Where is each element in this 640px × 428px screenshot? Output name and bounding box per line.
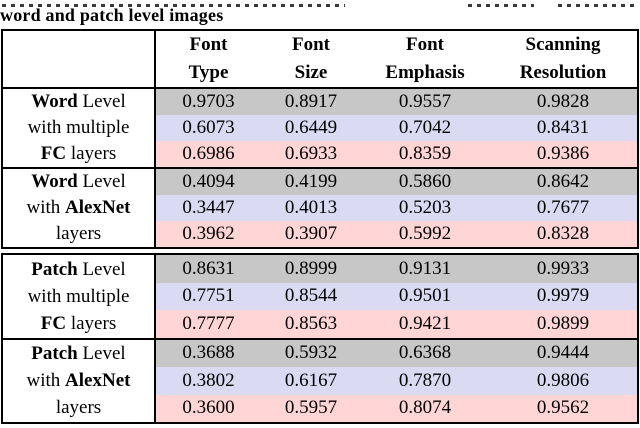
results-table-patch-level: Patch Level with multiple FC layers 0.86… [1, 253, 639, 424]
value-cell: 0.3962 [182, 223, 235, 244]
value-cell: 0.8563 [284, 312, 338, 334]
value-cell: 0.5957 [284, 397, 338, 419]
value-cell: 0.8359 [398, 143, 452, 164]
clipped-text-remnant [558, 4, 636, 7]
value-cell: 0.8917 [284, 91, 338, 112]
value-cell: 0.8544 [284, 285, 338, 307]
value-cell: 0.9979 [536, 285, 590, 307]
value-cell: 0.9421 [398, 312, 452, 334]
value-cell: 0.7777 [182, 312, 235, 334]
value-cell: 0.6167 [284, 369, 338, 391]
value-cell: 0.7870 [398, 369, 452, 391]
value-cell: 0.5203 [398, 197, 452, 218]
value-cell: 0.9933 [536, 257, 590, 279]
value-cell: 0.8999 [284, 257, 338, 279]
row-group-label-word-fc: Word Level with multiple FC layers [2, 88, 156, 168]
clipped-text-remnant [2, 4, 345, 7]
value-cell: 0.4013 [284, 197, 338, 218]
value-cell: 0.6449 [284, 117, 338, 138]
value-cell: 0.8431 [536, 117, 590, 138]
value-cell: 0.7677 [536, 197, 590, 218]
value-cell: 0.3447 [182, 197, 235, 218]
value-cell: 0.9899 [536, 312, 590, 334]
column-header-font-size: Font Size [292, 34, 330, 83]
column-header-font-type: Font Type [188, 34, 229, 83]
value-cell: 0.6933 [284, 143, 338, 164]
value-cell: 0.3600 [182, 397, 235, 419]
table-caption: word and patch level images [0, 5, 224, 25]
value-cell: 0.9131 [398, 257, 452, 279]
value-cell: 0.9703 [182, 91, 235, 112]
value-cell: 0.8074 [398, 397, 452, 419]
value-cell: 0.9806 [536, 369, 590, 391]
value-cell: 0.8642 [536, 171, 590, 192]
value-cell: 0.3688 [182, 342, 235, 364]
row-group-label-patch-alexnet: Patch Level with AlexNet layers [2, 338, 156, 423]
column-header-font-emphasis: Font Emphasis [385, 34, 465, 83]
value-cell: 0.9828 [536, 91, 590, 112]
value-cell: 0.7751 [182, 285, 235, 307]
value-cell: 0.9562 [536, 397, 590, 419]
value-cell: 0.9557 [398, 91, 452, 112]
column-header-scanning-resolution: Scanning Resolution [519, 34, 607, 83]
value-cell: 0.6073 [182, 117, 235, 138]
table-row: Word Level with AlexNet layers 0.4094 0.… [2, 168, 638, 248]
clipped-text-remnant [468, 4, 534, 7]
table-row: Patch Level with multiple FC layers 0.86… [2, 254, 638, 339]
value-cell: 0.8328 [536, 223, 590, 244]
row-group-label-patch-fc: Patch Level with multiple FC layers [2, 254, 156, 339]
value-cell: 0.6986 [182, 143, 235, 164]
results-table-word-level: Font Type Font Size Font Emphasis Scanni… [1, 29, 639, 249]
value-cell: 0.9501 [398, 285, 452, 307]
value-cell: 0.4094 [182, 171, 235, 192]
value-cell: 0.3802 [182, 369, 235, 391]
value-cell: 0.5992 [398, 223, 452, 244]
value-cell: 0.8631 [182, 257, 235, 279]
value-cell: 0.6368 [398, 342, 452, 364]
value-cell: 0.5860 [398, 171, 452, 192]
header-row: Font Type Font Size Font Emphasis Scanni… [2, 30, 638, 88]
value-cell: 0.3907 [284, 223, 338, 244]
value-cell: 0.9386 [536, 143, 590, 164]
empty-corner-cell [2, 30, 156, 88]
value-cell: 0.9444 [536, 342, 590, 364]
table-row: Word Level with multiple FC layers 0.970… [2, 88, 638, 168]
row-group-label-word-alexnet: Word Level with AlexNet layers [2, 168, 156, 248]
value-cell: 0.5932 [284, 342, 338, 364]
value-cell: 0.4199 [284, 171, 338, 192]
table-row: Patch Level with AlexNet layers 0.3688 0… [2, 338, 638, 423]
value-cell: 0.7042 [398, 117, 452, 138]
